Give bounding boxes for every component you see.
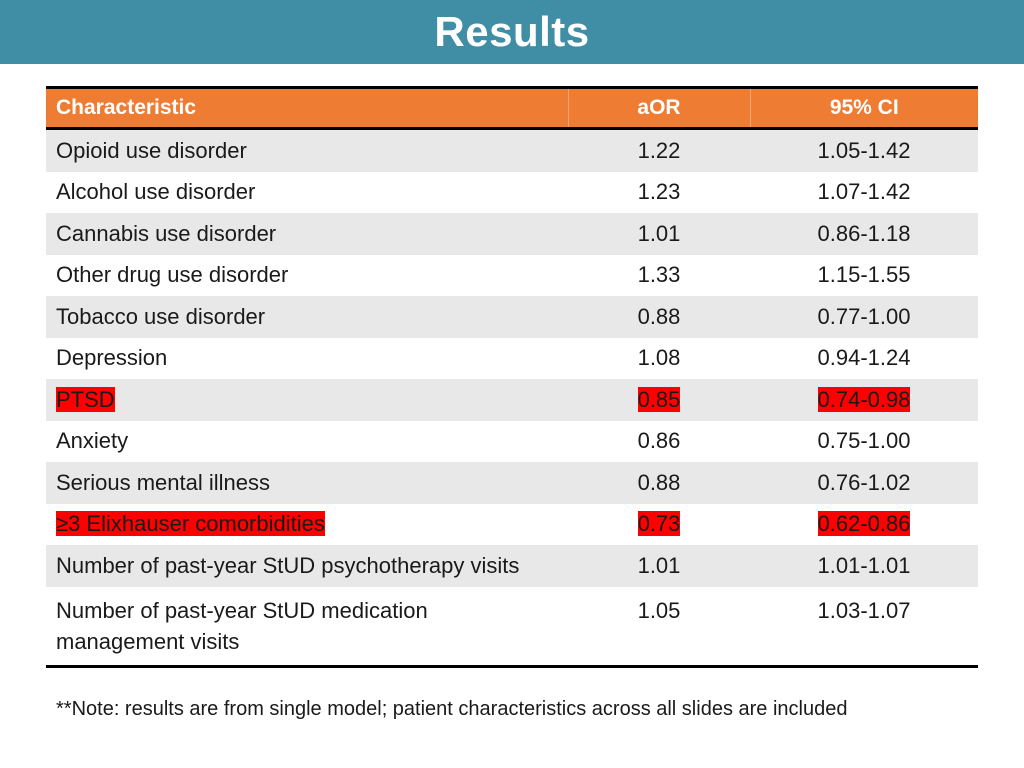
table-header: Characteristic aOR 95% CI xyxy=(46,86,978,130)
header-characteristic: Characteristic xyxy=(46,86,568,130)
cell-characteristic: Cannabis use disorder xyxy=(46,213,568,255)
cell-ci-text: 0.74-0.98 xyxy=(817,386,911,412)
table-row: PTSD 0.85 0.74-0.98 xyxy=(46,379,978,421)
cell-characteristic-text: Number of past-year StUD medication mana… xyxy=(56,597,428,654)
cell-aor: 1.01 xyxy=(568,545,750,587)
table-row: Anxiety 0.86 0.75-1.00 xyxy=(46,420,978,463)
cell-ci-text: 1.05-1.42 xyxy=(817,137,911,163)
cell-aor-text: 1.01 xyxy=(637,552,681,578)
table-row: Other drug use disorder 1.33 1.15-1.55 xyxy=(46,254,978,297)
cell-aor-text: 0.85 xyxy=(637,386,681,412)
cell-characteristic-text: Tobacco use disorder xyxy=(56,303,266,329)
cell-aor-text: 0.88 xyxy=(637,469,681,495)
slide-title: Results xyxy=(434,8,590,55)
cell-ci: 0.62-0.86 xyxy=(750,504,978,546)
cell-characteristic-text: Other drug use disorder xyxy=(56,262,289,288)
cell-ci-text: 0.94-1.24 xyxy=(817,345,911,371)
table-row: Opioid use disorder 1.22 1.05-1.42 xyxy=(46,128,978,172)
cell-ci: 1.05-1.42 xyxy=(750,129,978,172)
cell-ci: 1.07-1.42 xyxy=(750,172,978,214)
cell-aor: 1.08 xyxy=(568,338,750,380)
cell-aor: 0.86 xyxy=(568,421,750,463)
cell-aor: 1.33 xyxy=(568,255,750,297)
cell-ci: 0.86-1.18 xyxy=(750,213,978,255)
table-row: Number of past-year StUD medication mana… xyxy=(46,586,978,668)
cell-ci-text: 0.76-1.02 xyxy=(817,469,911,495)
cell-ci-text: 1.01-1.01 xyxy=(817,552,911,578)
cell-aor: 0.88 xyxy=(568,462,750,504)
cell-characteristic: Anxiety xyxy=(46,421,568,463)
cell-ci: 1.15-1.55 xyxy=(750,255,978,297)
cell-characteristic-text: Opioid use disorder xyxy=(56,137,247,163)
cell-aor-text: 1.08 xyxy=(637,345,681,371)
table-row: Depression 1.08 0.94-1.24 xyxy=(46,337,978,380)
cell-aor: 0.88 xyxy=(568,296,750,338)
cell-aor-text: 0.73 xyxy=(637,511,681,537)
cell-aor: 0.85 xyxy=(568,379,750,421)
cell-aor-text: 1.23 xyxy=(637,179,681,205)
cell-aor-text: 1.33 xyxy=(637,262,681,288)
header-row: Characteristic aOR 95% CI xyxy=(46,86,978,130)
cell-aor: 0.73 xyxy=(568,504,750,546)
cell-characteristic: Number of past-year StUD medication mana… xyxy=(46,586,568,668)
cell-characteristic-text: Serious mental illness xyxy=(56,469,270,495)
table-row: Serious mental illness 0.88 0.76-1.02 xyxy=(46,462,978,504)
table-body: Opioid use disorder 1.22 1.05-1.42 Alcohol … xyxy=(46,128,978,668)
cell-characteristic-text: Number of past-year StUD psychotherapy v… xyxy=(56,552,520,578)
cell-aor-text: 1.01 xyxy=(637,220,681,246)
table-row: ≥3 Elixhauser comorbidities 0.73 0.62-0.86 xyxy=(46,503,978,546)
cell-characteristic: Tobacco use disorder xyxy=(46,296,568,338)
results-table: Characteristic aOR 95% CI Opioid use dis… xyxy=(46,86,978,668)
cell-aor-text: 1.22 xyxy=(637,137,681,163)
cell-characteristic: ≥3 Elixhauser comorbidities xyxy=(46,504,568,546)
table-row: Cannabis use disorder 1.01 0.86-1.18 xyxy=(46,213,978,255)
cell-ci-text: 1.15-1.55 xyxy=(817,262,911,288)
cell-ci-text: 1.07-1.42 xyxy=(817,179,911,205)
cell-characteristic: Number of past-year StUD psychotherapy v… xyxy=(46,545,568,587)
cell-characteristic: Alcohol use disorder xyxy=(46,172,568,214)
cell-characteristic-text: PTSD xyxy=(56,386,115,412)
footnote: **Note: results are from single model; p… xyxy=(56,698,848,720)
cell-ci-text: 0.62-0.86 xyxy=(817,511,911,537)
cell-ci: 0.76-1.02 xyxy=(750,462,978,504)
cell-aor: 1.22 xyxy=(568,129,750,172)
cell-characteristic-text: Anxiety xyxy=(56,428,129,454)
cell-ci: 0.94-1.24 xyxy=(750,338,978,380)
cell-characteristic: Opioid use disorder xyxy=(46,129,568,172)
cell-ci-text: 0.86-1.18 xyxy=(817,220,911,246)
header-ci: 95% CI xyxy=(749,86,978,130)
table-row: Alcohol use disorder 1.23 1.07-1.42 xyxy=(46,171,978,214)
cell-aor-text: 1.05 xyxy=(637,597,681,623)
header-aor: aOR xyxy=(567,86,750,130)
cell-characteristic-text: Depression xyxy=(56,345,168,371)
cell-aor: 1.05 xyxy=(568,586,750,668)
cell-characteristic-text: Cannabis use disorder xyxy=(56,220,277,246)
cell-characteristic: Depression xyxy=(46,338,568,380)
cell-ci: 0.77-1.00 xyxy=(750,296,978,338)
cell-aor-text: 0.88 xyxy=(637,303,681,329)
table-row: Number of past-year StUD psychotherapy v… xyxy=(46,545,978,587)
cell-aor: 1.01 xyxy=(568,213,750,255)
results-table-container: Characteristic aOR 95% CI Opioid use dis… xyxy=(46,86,978,668)
cell-ci: 0.75-1.00 xyxy=(750,421,978,463)
cell-characteristic: Serious mental illness xyxy=(46,462,568,504)
cell-ci: 0.74-0.98 xyxy=(750,379,978,421)
cell-ci-text: 0.77-1.00 xyxy=(817,303,911,329)
cell-ci-text: 0.75-1.00 xyxy=(817,428,911,454)
cell-characteristic-text: ≥3 Elixhauser comorbidities xyxy=(56,511,325,537)
cell-aor: 1.23 xyxy=(568,172,750,214)
title-bar: Results xyxy=(0,0,1024,64)
cell-aor-text: 0.86 xyxy=(637,428,681,454)
cell-ci-text: 1.03-1.07 xyxy=(817,597,911,623)
cell-characteristic-text: Alcohol use disorder xyxy=(56,179,256,205)
table-row: Tobacco use disorder 0.88 0.77-1.00 xyxy=(46,296,978,338)
cell-characteristic: PTSD xyxy=(46,379,568,421)
cell-characteristic: Other drug use disorder xyxy=(46,255,568,297)
cell-ci: 1.01-1.01 xyxy=(750,545,978,587)
cell-ci: 1.03-1.07 xyxy=(750,586,978,668)
